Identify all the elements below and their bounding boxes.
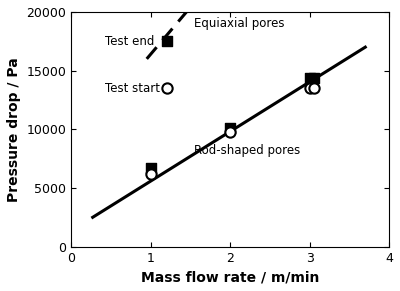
Text: Rod-shaped pores: Rod-shaped pores (194, 144, 301, 157)
Point (310, 86, 317, 91)
Point (148, 166, 154, 170)
Text: Test start: Test start (105, 82, 160, 95)
Text: Equiaxial pores: Equiaxial pores (194, 17, 285, 30)
Point (227, 126, 233, 130)
Point (164, 86, 170, 91)
Y-axis label: Pressure drop / Pa: Pressure drop / Pa (7, 57, 21, 202)
Point (164, 39, 170, 44)
Point (306, 75, 313, 80)
Point (310, 75, 317, 80)
Point (306, 86, 313, 91)
Point (227, 129, 233, 134)
Point (148, 172, 154, 176)
Text: Test end: Test end (105, 35, 154, 48)
X-axis label: Mass flow rate / m/min: Mass flow rate / m/min (141, 270, 319, 284)
